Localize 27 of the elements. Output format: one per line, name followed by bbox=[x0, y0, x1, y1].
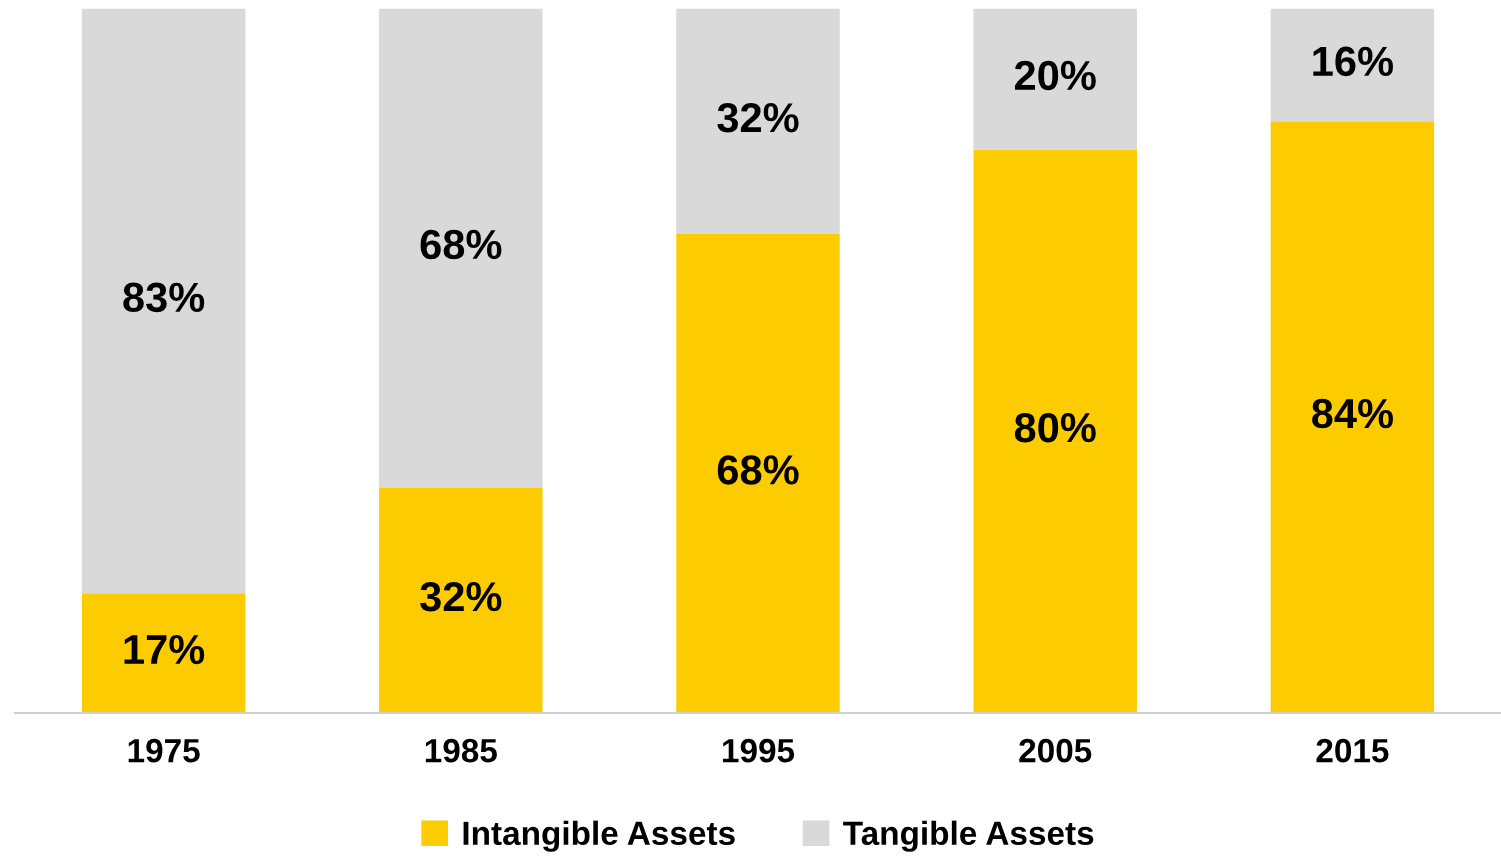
legend-label: Tangible Assets bbox=[843, 820, 1094, 852]
x-tick-label: 1975 bbox=[128, 738, 200, 763]
x-tick-label: 2005 bbox=[1019, 738, 1092, 763]
data-label: 83% bbox=[123, 282, 205, 313]
bar bbox=[973, 149, 1137, 713]
bar bbox=[379, 487, 543, 713]
data-label: 32% bbox=[717, 102, 799, 133]
bar bbox=[973, 8, 1137, 150]
data-label: 84% bbox=[1312, 398, 1393, 429]
data-label: 80% bbox=[1014, 412, 1096, 443]
bar bbox=[1270, 8, 1435, 122]
bar bbox=[1270, 121, 1435, 713]
x-tick-label: 2015 bbox=[1316, 738, 1389, 763]
data-label: 68% bbox=[420, 229, 502, 260]
bar bbox=[81, 8, 246, 594]
data-label: 68% bbox=[717, 455, 799, 485]
bar bbox=[676, 8, 840, 234]
data-label: 17% bbox=[124, 634, 205, 665]
data-label: 32% bbox=[420, 581, 502, 612]
legend-label: Intangible Assets bbox=[463, 820, 735, 852]
bar bbox=[81, 593, 246, 713]
x-tick-label: 1985 bbox=[425, 738, 497, 763]
bar bbox=[379, 8, 543, 488]
data-label: 20% bbox=[1014, 60, 1096, 91]
bar bbox=[676, 233, 840, 713]
data-label: 16% bbox=[1313, 46, 1393, 77]
x-tick-label: 1995 bbox=[723, 738, 795, 763]
